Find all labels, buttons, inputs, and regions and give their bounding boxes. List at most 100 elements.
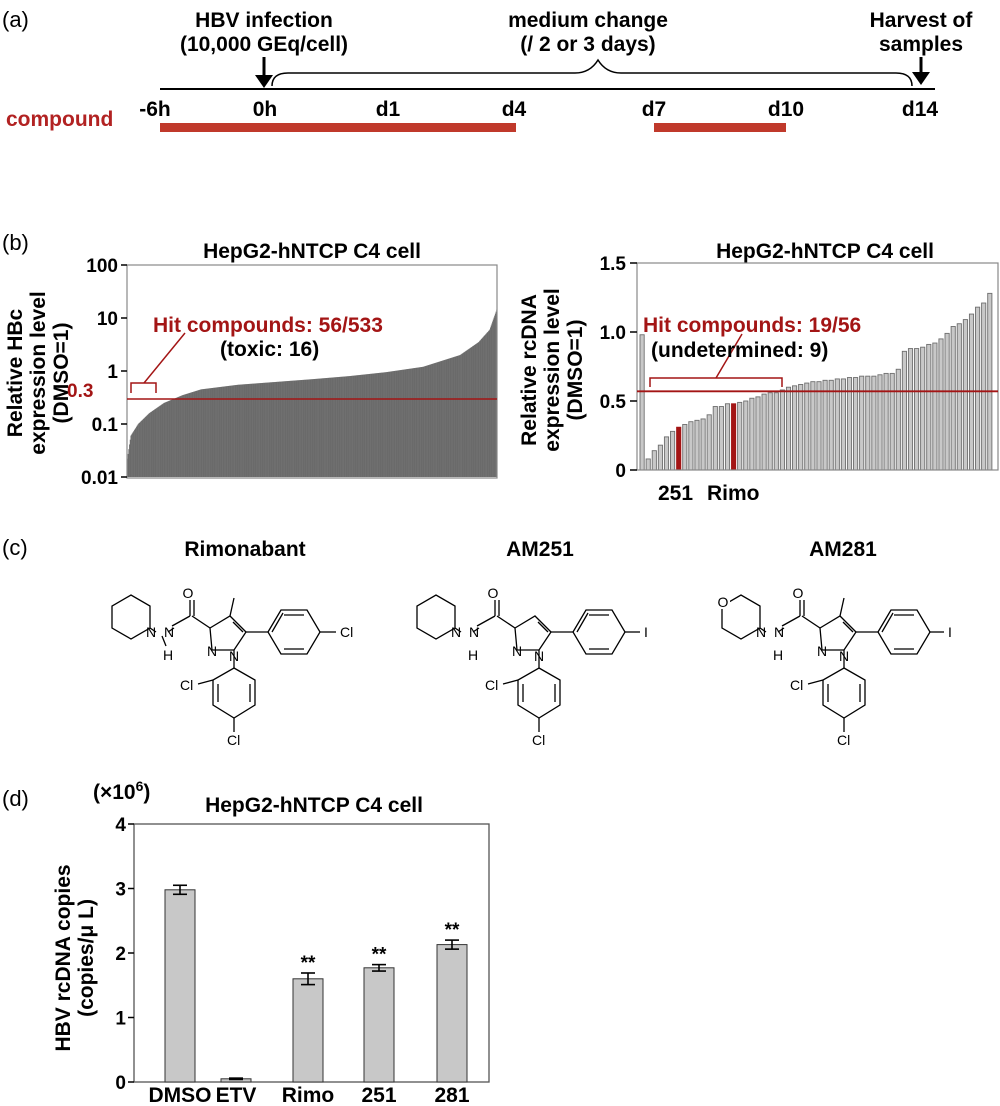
hbc-bar <box>195 391 196 477</box>
hbc-bar <box>127 453 129 477</box>
harvest-label-line2: samples <box>879 33 963 56</box>
hbc-bar <box>293 380 295 477</box>
hbc-bar <box>456 355 458 477</box>
hbc-bar <box>348 376 350 477</box>
rcdna-copies-xtick-label: ETV <box>216 1084 257 1106</box>
hbc-bar <box>310 379 312 477</box>
rcdna-copies-xtick-label: 281 <box>434 1084 469 1106</box>
hbc-bar <box>203 389 205 477</box>
hbc-bar <box>265 382 267 477</box>
atom-label: N <box>164 624 174 640</box>
hbc-bar <box>129 439 131 477</box>
hbc-bar <box>376 373 378 477</box>
hbc-bar <box>327 377 329 477</box>
hbc-bar <box>333 377 335 477</box>
hbc-bar <box>487 331 489 477</box>
hbc-bar <box>328 377 330 477</box>
rcdna-bar <box>877 374 883 471</box>
hbc-bar <box>403 369 405 477</box>
rcdna-ytick: 1.0 <box>600 323 626 344</box>
rcdna-copies-error-bar <box>229 1077 243 1081</box>
hbc-bar <box>337 377 339 477</box>
hbc-bar <box>338 377 339 477</box>
hbc-bar <box>136 425 138 477</box>
hbc-bar <box>224 386 226 477</box>
rcdna-bar <box>901 350 907 471</box>
rcdna-copies-ytick-label: 0 <box>115 1073 126 1094</box>
hbc-bar <box>490 325 492 477</box>
hbc-bar <box>343 376 345 477</box>
hbc-bar <box>447 359 448 477</box>
atom-label: O <box>718 594 729 610</box>
hbc-bar <box>481 338 482 477</box>
hbc-bar <box>260 383 262 477</box>
hbc-bar <box>267 382 269 477</box>
hbc-bar <box>322 378 324 477</box>
panel-c-letter: (c) <box>2 535 28 560</box>
hbc-bar <box>224 386 226 477</box>
hbc-bar <box>318 378 320 477</box>
hbc-bar <box>185 394 187 477</box>
hbc-bar <box>325 378 327 477</box>
rcdna-bar <box>895 368 901 471</box>
hbc-bar <box>423 366 425 477</box>
hbc-bar <box>286 381 288 477</box>
hbc-bar <box>201 389 203 477</box>
hbc-bar <box>263 382 265 477</box>
hbc-bar <box>235 385 237 477</box>
hbc-bar <box>285 381 287 477</box>
hbc-bar <box>226 386 228 477</box>
rcdna-bar <box>840 378 846 471</box>
hbc-bar <box>147 414 149 477</box>
hbc-bar <box>385 372 387 477</box>
hbc-bar <box>322 378 324 477</box>
rcdna-bar <box>810 381 816 471</box>
hbc-bar <box>262 382 264 477</box>
atom-label: N <box>839 648 849 664</box>
rcdna-bar <box>688 421 694 471</box>
hbc-bar <box>352 375 354 477</box>
hbc-bar <box>311 379 313 477</box>
hbc-bar <box>471 346 473 477</box>
hbc-bar <box>294 380 296 477</box>
hbc-bar <box>462 353 464 477</box>
hbc-bar <box>383 372 385 477</box>
hbc-bar <box>340 376 342 477</box>
hbc-bar <box>186 393 187 477</box>
hbc-bar <box>428 365 430 477</box>
hbc-bar <box>183 394 185 477</box>
rcdna-bar <box>712 406 718 471</box>
rcdna-chart: HepG2-hNTCP C4 cell Relative rcDNA expre… <box>518 240 999 505</box>
hbc-bar <box>426 365 428 477</box>
hbc-bar <box>170 399 172 477</box>
hbc-bar <box>381 372 383 477</box>
hbc-bar <box>216 387 218 477</box>
rcdna-bar <box>749 397 755 471</box>
hbc-bar <box>410 368 412 477</box>
hbc-bar <box>258 383 260 477</box>
hbc-bar <box>369 373 371 477</box>
medium-change-brace <box>271 58 913 87</box>
atom-label: N <box>512 643 522 659</box>
hbc-toxic-label: (toxic: 16) <box>220 338 319 361</box>
hbc-ylabel-line2: expression level <box>27 291 50 454</box>
hbc-bar <box>181 395 183 477</box>
hbc-bar <box>161 404 163 477</box>
hbc-bar <box>195 390 197 477</box>
rcdna-bar <box>798 383 804 471</box>
hbc-bar <box>256 383 258 477</box>
hbc-bar <box>212 387 214 477</box>
hbc-bar <box>419 367 421 477</box>
hbc-bar <box>172 399 174 477</box>
hbc-ytick: 100 <box>86 256 118 277</box>
hbc-bar <box>332 377 334 477</box>
hbc-bar <box>317 378 319 477</box>
hbc-ylabel-line3: (DMSO=1) <box>50 323 73 424</box>
hbc-bar <box>444 359 446 477</box>
significance-marker: ** <box>372 945 387 966</box>
hbc-bar <box>388 371 390 477</box>
hbc-bar <box>131 434 133 477</box>
atom-label: N <box>534 648 544 664</box>
hbc-bar <box>474 344 476 477</box>
rcdna-bar <box>639 334 645 471</box>
